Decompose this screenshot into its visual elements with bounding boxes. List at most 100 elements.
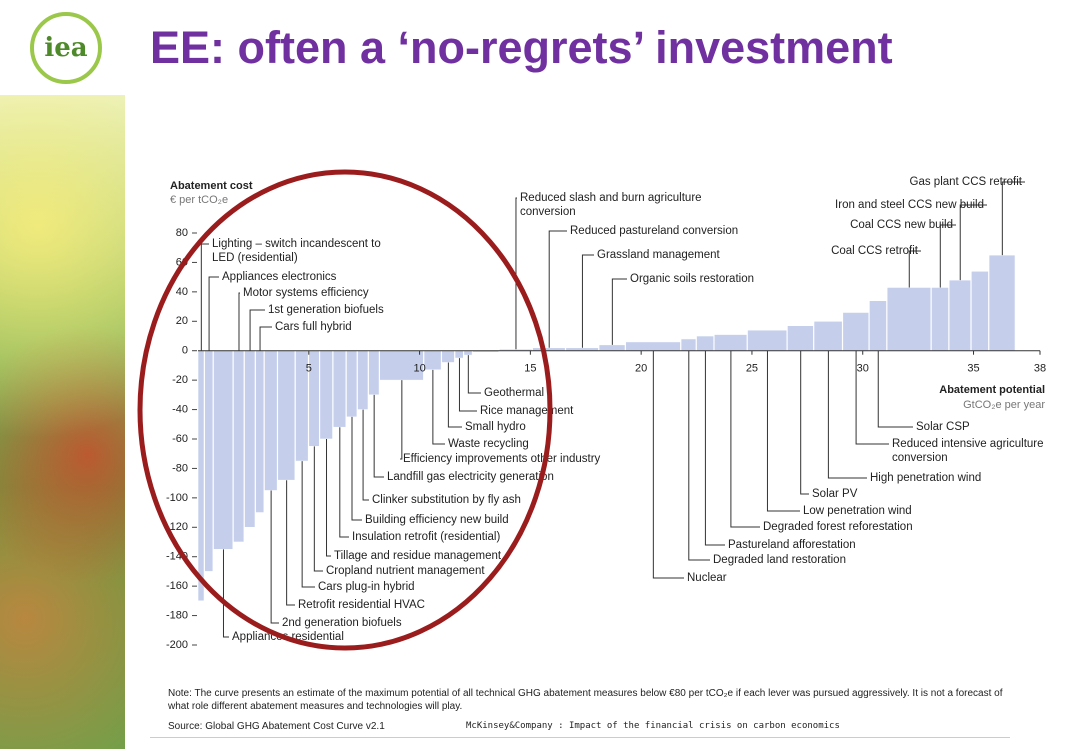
bar-label: Cropland nutrient management (326, 565, 485, 577)
y-tick-label: 0 (182, 345, 188, 357)
leader-line (688, 350, 710, 561)
leader-line (373, 394, 384, 478)
bar (747, 329, 788, 352)
bar (368, 350, 380, 396)
leader-line (400, 380, 403, 460)
bar (233, 350, 245, 543)
x-tick-label: 30 (857, 363, 869, 375)
leader-line (581, 254, 594, 348)
bar-label: Low penetration wind (803, 505, 912, 517)
y-tick-label: -200 (166, 639, 188, 651)
bar (988, 254, 1016, 352)
leader-line (270, 490, 279, 624)
y-axis-title: Abatement cost (170, 180, 253, 192)
leader-line (458, 358, 477, 412)
leader-line (208, 276, 219, 351)
bar (598, 344, 626, 352)
leader-line (1001, 181, 1025, 256)
bar-label: High penetration wind (870, 472, 981, 484)
leader-line (611, 278, 627, 345)
y-tick-label: -100 (166, 492, 188, 504)
bar-label: Landfill gas electricity generation (387, 471, 554, 483)
x-tick-label: 20 (635, 363, 647, 375)
bar-label: Rice management (480, 405, 574, 417)
bar (948, 279, 972, 352)
y-tick-label: -180 (166, 609, 188, 621)
x-axis-unit: GtCO₂e per year (963, 399, 1045, 411)
bar-label: Lighting – switch incandescent to LED (r… (212, 238, 384, 264)
bar-label: Gas plant CCS retrofit (910, 176, 1023, 188)
leader-line (351, 416, 362, 521)
y-axis-unit: € per tCO₂e (170, 194, 228, 206)
bar (869, 300, 887, 352)
y-tick-label: -60 (172, 433, 188, 445)
publisher: McKinsey&Company : Impact of the financi… (466, 721, 840, 731)
bar-label: 2nd generation biofuels (282, 617, 402, 629)
bar-label: Degraded forest reforestation (763, 521, 913, 533)
bar-label: Grassland management (597, 249, 721, 261)
y-tick-label: -120 (166, 521, 188, 533)
x-tick-label: 35 (967, 363, 979, 375)
bar (204, 350, 214, 572)
bar (255, 350, 265, 513)
leader-line (222, 549, 229, 638)
highlight-ellipse (137, 169, 553, 651)
bar (379, 350, 424, 381)
leader-line (908, 250, 921, 288)
bar (213, 350, 234, 550)
bar-label: Solar PV (812, 488, 858, 500)
bar-label: Coal CCS retrofit (831, 245, 919, 257)
bar-label: Reduced intensive agriculture conversion (892, 438, 1047, 464)
bar (454, 350, 464, 359)
leader-line (301, 461, 315, 588)
leader-line (467, 355, 481, 394)
bar-label: Pastureland afforestation (728, 539, 856, 551)
leader-line (652, 350, 684, 579)
leader-line (339, 427, 349, 538)
bar-label: Insulation retrofit (residential) (352, 531, 500, 543)
bar (244, 350, 256, 528)
bar-label: Organic soils restoration (630, 273, 754, 285)
y-tick-label: 20 (176, 315, 188, 327)
x-tick-label: 25 (746, 363, 758, 375)
leader-line (939, 224, 956, 288)
bar-label: Reduced slash and burn agriculture conve… (520, 192, 705, 218)
leader-line (827, 350, 867, 479)
bar (319, 350, 333, 440)
bar-label: Waste recycling (448, 438, 529, 450)
bar-label: Degraded land restoration (713, 554, 846, 566)
leader-line (548, 230, 567, 348)
bar (680, 338, 697, 352)
bar (264, 350, 278, 491)
y-tick-label: -40 (172, 403, 188, 415)
bar (277, 350, 296, 481)
y-tick-label: 40 (176, 286, 188, 298)
leader-line (362, 409, 369, 501)
x-tick-label: 10 (413, 363, 425, 375)
leader-line (855, 350, 889, 445)
bar (423, 350, 442, 371)
leader-line (238, 292, 240, 351)
decorative-image (0, 95, 125, 749)
bar (346, 350, 358, 418)
leader-line (800, 350, 809, 495)
x-tick-label: 15 (524, 363, 536, 375)
bar (813, 320, 843, 352)
x-axis-title: Abatement potential (939, 384, 1045, 396)
logo: iea (30, 12, 102, 84)
bar-label: Reduced pastureland conversion (570, 225, 738, 237)
leader-line (259, 326, 272, 351)
bar (441, 350, 455, 363)
bar-label: Solar CSP (916, 421, 970, 433)
bar-label: Retrofit residential HVAC (298, 599, 425, 611)
bar-label: Cars plug-in hybrid (318, 581, 415, 593)
bar-label: Iron and steel CCS new build (835, 199, 984, 211)
bar-label: Small hydro (465, 421, 526, 433)
leader-line (200, 243, 209, 351)
bar (713, 334, 748, 352)
bar (357, 350, 369, 410)
leader-line (249, 309, 265, 351)
x-tick-label: 5 (306, 363, 312, 375)
